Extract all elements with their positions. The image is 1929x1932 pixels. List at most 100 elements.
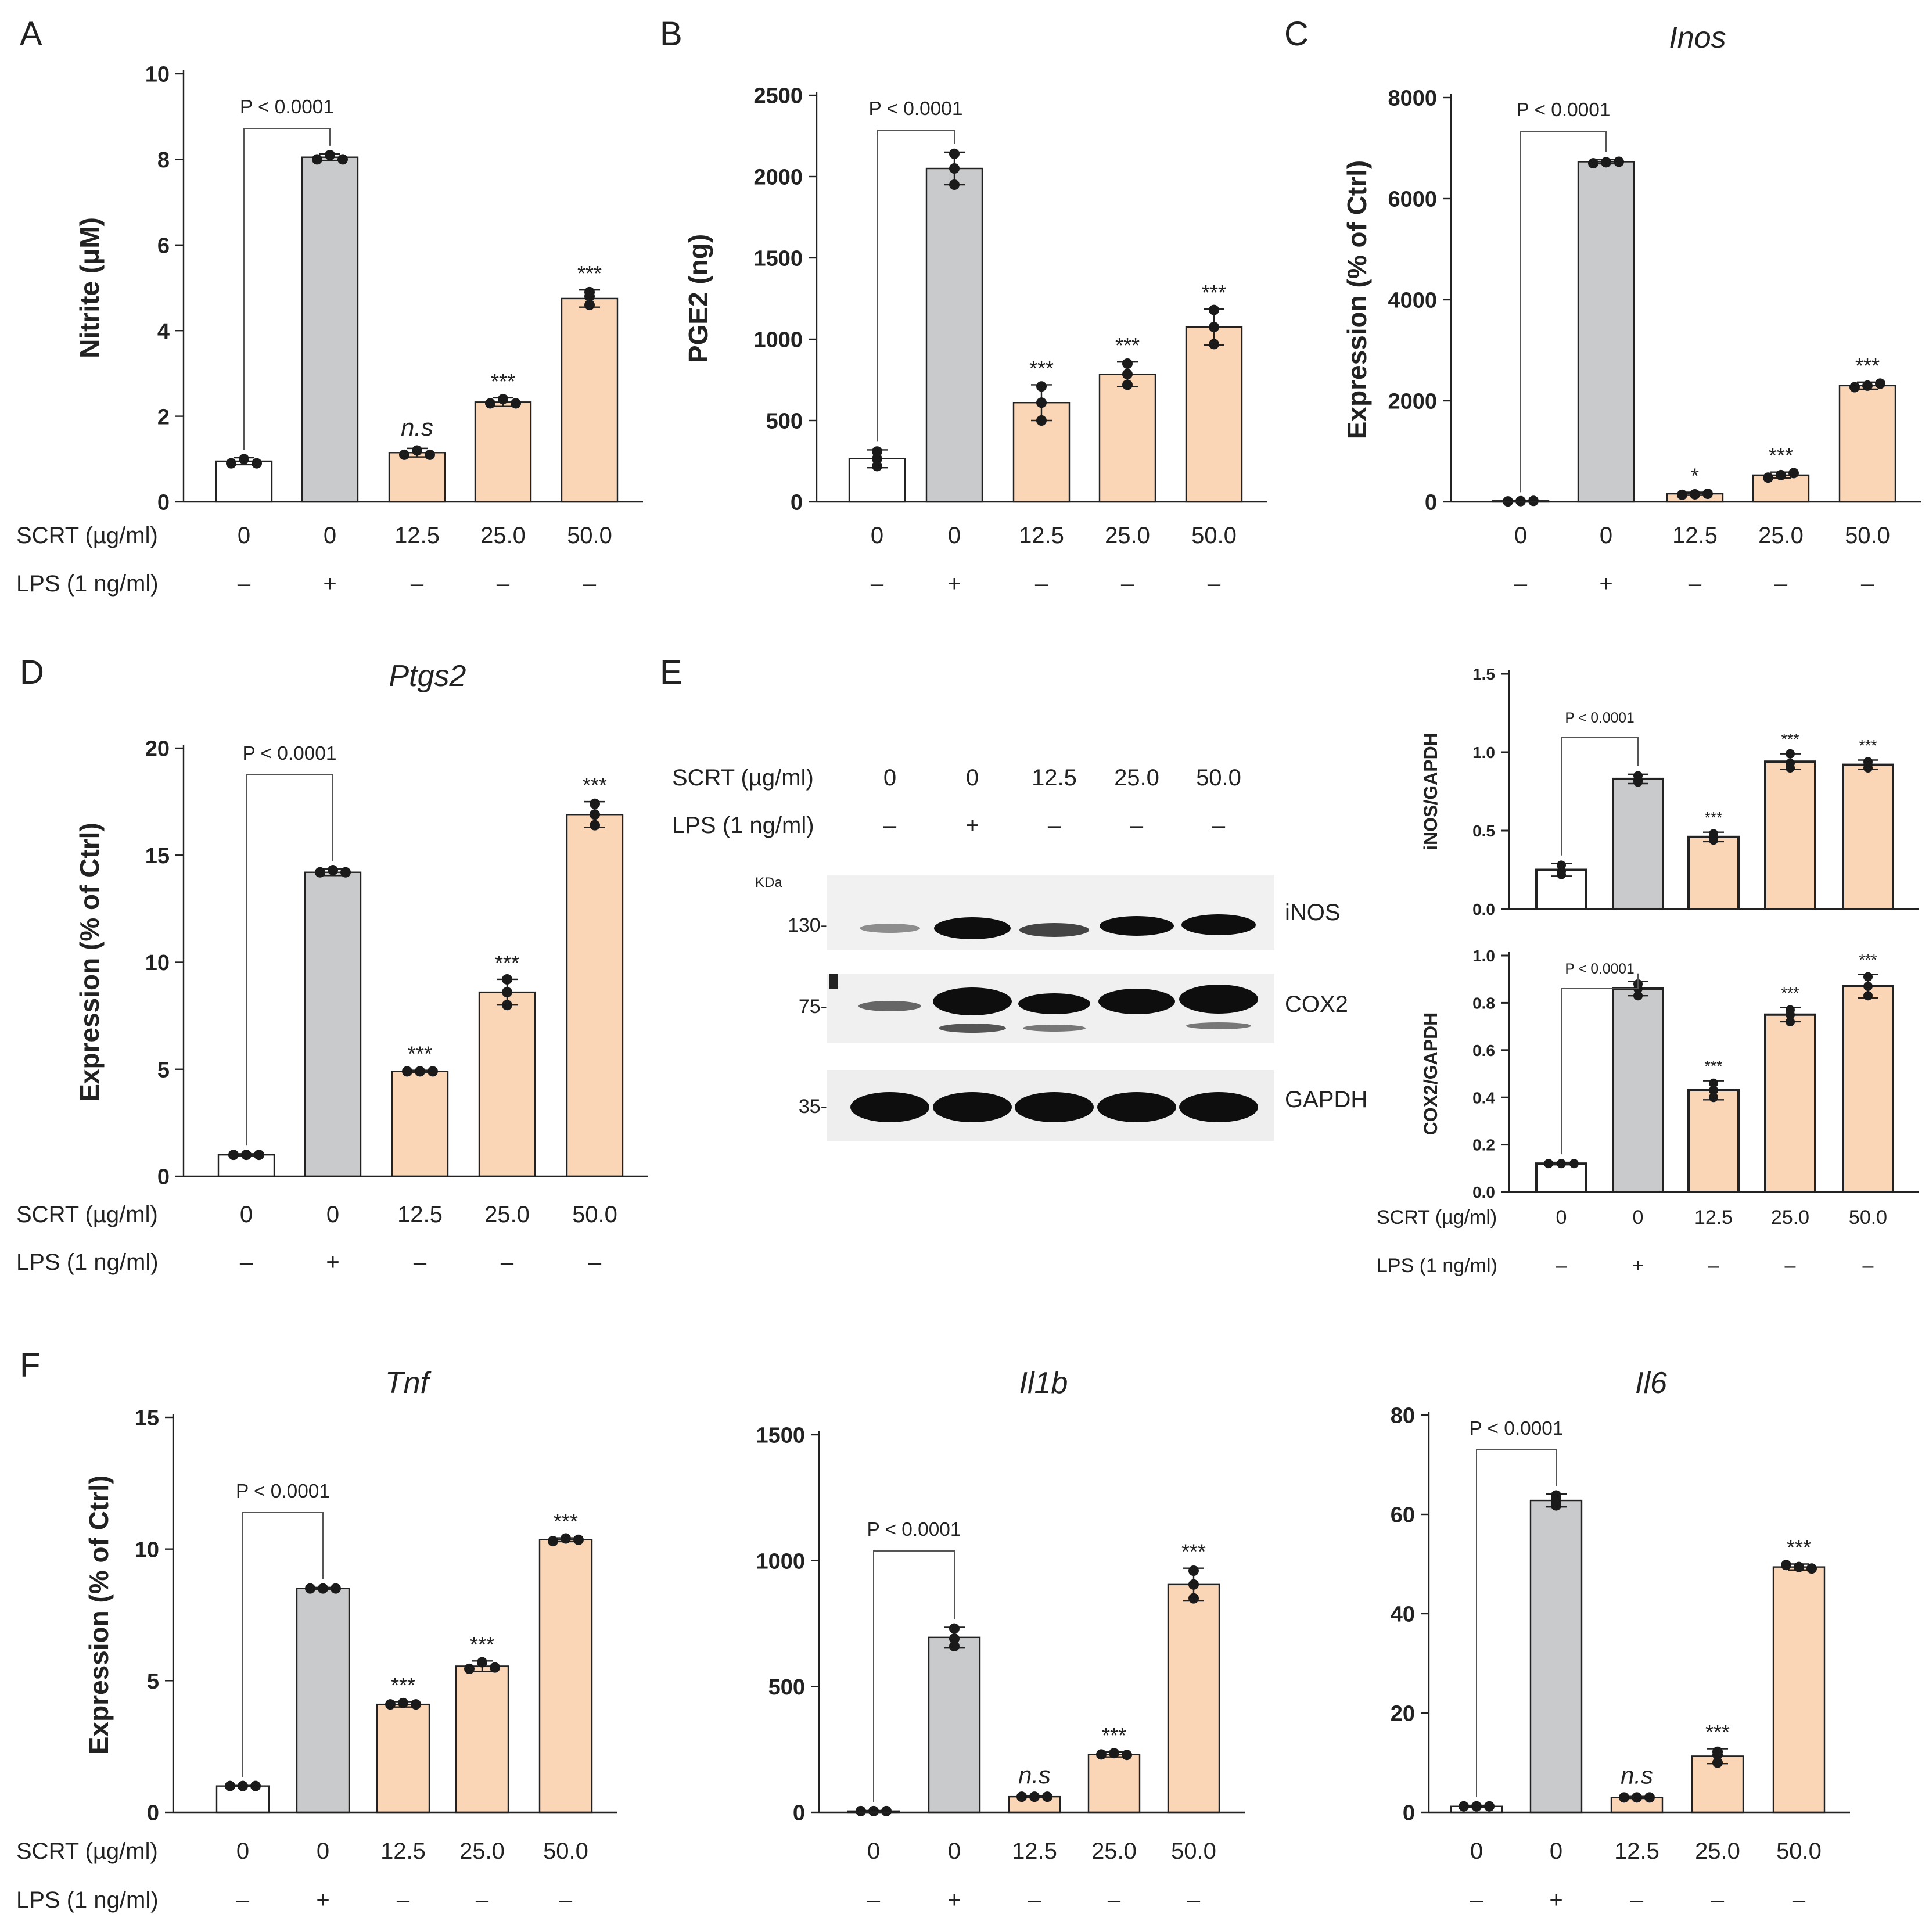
bar-c-4: [1838, 385, 1896, 503]
scrt-row-label-a: SCRT (µg/ml): [16, 523, 158, 548]
x-tick-label-f2-0: 0: [867, 1838, 880, 1864]
lps-sign-c-4: –: [1861, 571, 1874, 597]
data-point-b-3-0: [1122, 358, 1133, 369]
annotation-f1-4: ***: [554, 1510, 578, 1534]
lps-sign-c-1: +: [1599, 571, 1612, 597]
annotation-b-2: ***: [1029, 356, 1054, 380]
wb-cat-3: 25.0: [1114, 765, 1159, 791]
data-point-d-3-0: [502, 974, 512, 985]
data-point-f2-1-0: [949, 1623, 960, 1634]
data-point-f1-3-1: [477, 1657, 487, 1668]
lps-sign-a-4: –: [583, 571, 597, 597]
bracket-label-e2: P < 0.0001: [1565, 961, 1634, 977]
data-point-b-1-0: [949, 148, 960, 159]
bar-e2-3: [1764, 1013, 1816, 1193]
annotation-f2-3: ***: [1102, 1723, 1126, 1747]
x-tick-label-f3-4: 50.0: [1776, 1838, 1822, 1864]
data-point-e1-4-2: [1863, 763, 1873, 773]
x-tick-label-c-1: 0: [1600, 523, 1612, 548]
lps-sign-c-3: –: [1774, 571, 1788, 597]
bar-f3-1: [1529, 1499, 1583, 1814]
chart-title-f2: Il1b: [1019, 1366, 1068, 1400]
data-point-d-1-0: [315, 867, 325, 878]
lps-sign-f1-0: –: [236, 1887, 250, 1913]
x-tick-label-f1-1: 0: [317, 1838, 329, 1864]
x-tick-label-c-4: 50.0: [1845, 523, 1890, 548]
lps-sign-a-1: +: [323, 571, 336, 597]
data-point-e2-4-1: [1863, 981, 1873, 991]
data-point-f3-2-2: [1644, 1792, 1655, 1803]
chart-title-f3: Il6: [1635, 1366, 1667, 1400]
x-tick-label-f2-2: 12.5: [1012, 1838, 1057, 1864]
data-point-b-3-2: [1122, 379, 1133, 390]
bar-a-4: [561, 297, 619, 503]
lps-sign-d-4: –: [588, 1249, 602, 1275]
bracket-label-d: P < 0.0001: [242, 743, 336, 764]
x-tick-label-a-2: 12.5: [394, 523, 440, 548]
x-tick-label-a-3: 25.0: [480, 523, 526, 548]
data-point-d-2-2: [428, 1066, 438, 1077]
y-tick-label-f3-0: 0: [1403, 1801, 1415, 1826]
wb-cox2-lowband-3: [1023, 1025, 1086, 1032]
x-tick-label-f3-3: 25.0: [1695, 1838, 1740, 1864]
y-tick-label-a-2: 4: [157, 319, 170, 344]
y-tick-label-d-2: 10: [145, 951, 170, 975]
lps-sign-f1-1: +: [316, 1887, 329, 1913]
bar-a-3: [474, 401, 532, 503]
bar-d-2: [391, 1071, 449, 1177]
x-tick-label-e2-0: 0: [1556, 1206, 1567, 1229]
bar-e2-0: [1535, 1162, 1587, 1194]
bracket-a: [243, 128, 331, 450]
y-tick-label-b-5: 2500: [753, 84, 803, 109]
data-point-d-1-2: [340, 867, 351, 878]
data-point-f3-1-2: [1551, 1500, 1561, 1511]
bar-a-0: [215, 460, 273, 503]
annotation-b-3: ***: [1115, 333, 1140, 357]
bar-f1-3: [455, 1665, 509, 1814]
data-point-c-2-0: [1677, 489, 1687, 500]
y-tick-label-f1-1: 5: [147, 1669, 159, 1694]
wb-lps-4: –: [1212, 813, 1226, 838]
lps-sign-e2-0: –: [1556, 1255, 1567, 1277]
bar-a-1: [301, 156, 359, 503]
data-point-e1-3-0: [1786, 749, 1795, 759]
wb-band-label-inos: iNOS: [1285, 900, 1341, 925]
lps-sign-b-1: +: [947, 571, 961, 597]
data-point-b-1-1: [949, 163, 960, 174]
x-tick-label-b-0: 0: [871, 523, 883, 548]
scrt-row-label-f1: SCRT (µg/ml): [16, 1838, 158, 1864]
data-point-f2-3-1: [1109, 1748, 1119, 1759]
wb-cat-1: 0: [966, 765, 979, 791]
data-point-d-2-0: [402, 1066, 412, 1077]
data-point-f1-0-2: [250, 1780, 261, 1791]
wb-lps-label: LPS (1 ng/ml): [672, 813, 814, 838]
data-point-f3-0-1: [1471, 1801, 1482, 1812]
x-tick-label-e2-4: 50.0: [1849, 1206, 1887, 1229]
bar-e1-3: [1764, 760, 1816, 910]
x-tick-label-a-4: 50.0: [567, 523, 612, 548]
wb-kda-label: KDa: [755, 875, 782, 890]
data-point-a-3-0: [485, 398, 495, 409]
data-point-f1-0-0: [225, 1780, 235, 1791]
bracket-label-a: P < 0.0001: [240, 96, 334, 118]
data-point-c-1-0: [1588, 158, 1598, 169]
annotation-a-3: ***: [491, 369, 515, 393]
chart-f-il1b: 0 500 1000 1500 Il1b P < 0.0001 n.s *** *** 0 – 0 +1…: [756, 1366, 1245, 1913]
wb-inos-band-1: [860, 924, 920, 933]
wb-lps-3: –: [1130, 813, 1144, 838]
data-point-f3-0-2: [1484, 1801, 1495, 1812]
data-point-a-4-2: [584, 291, 595, 302]
x-tick-label-b-2: 12.5: [1019, 523, 1064, 548]
data-point-e2-2-0: [1709, 1078, 1718, 1088]
lps-sign-f2-4: –: [1187, 1887, 1201, 1913]
y-tick-label-a-4: 8: [157, 148, 170, 173]
y-tick-label-f1-2: 10: [135, 1538, 159, 1562]
x-tick-label-a-1: 0: [324, 523, 336, 548]
y-tick-label-e2-1: 0.2: [1472, 1136, 1495, 1154]
y-tick-label-c-2: 4000: [1388, 289, 1437, 313]
data-point-f1-1-2: [331, 1583, 341, 1594]
bar-f2-4: [1167, 1583, 1220, 1814]
data-point-b-0-0: [872, 446, 882, 457]
panel-letter-d: D: [20, 653, 44, 691]
y-axis-label-f1: Expression (% of Ctrl): [84, 1475, 114, 1755]
